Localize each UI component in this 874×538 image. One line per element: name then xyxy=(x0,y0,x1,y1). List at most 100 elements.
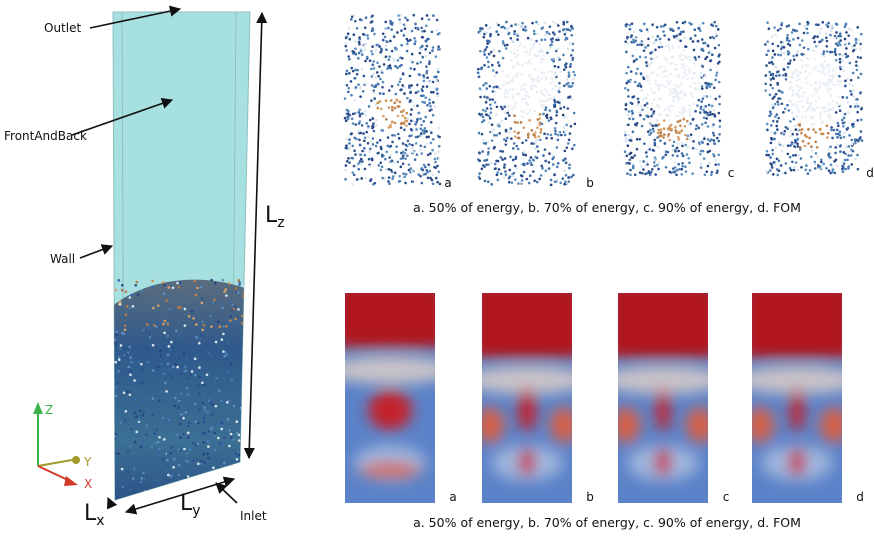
particle xyxy=(708,85,711,88)
particle xyxy=(172,473,175,476)
particle xyxy=(206,411,209,414)
particle xyxy=(346,160,349,163)
particle xyxy=(111,297,114,300)
particle xyxy=(393,35,396,38)
particle xyxy=(829,145,832,148)
particle xyxy=(197,462,200,465)
particle xyxy=(437,150,440,153)
particle xyxy=(657,162,660,165)
particle xyxy=(215,341,218,344)
particle xyxy=(527,132,530,135)
particle xyxy=(634,81,637,84)
particle xyxy=(483,50,486,53)
particle xyxy=(199,376,202,379)
particle xyxy=(834,172,837,175)
particle xyxy=(551,137,554,140)
particle xyxy=(402,154,405,157)
particle xyxy=(643,23,646,26)
particle xyxy=(643,118,646,121)
particle xyxy=(348,58,351,61)
particle xyxy=(246,425,249,428)
particle xyxy=(701,123,704,126)
particle xyxy=(162,483,165,486)
particle xyxy=(539,139,542,142)
particle xyxy=(373,67,376,70)
lz-label: Lz xyxy=(265,203,285,231)
particle xyxy=(828,67,831,70)
particle xyxy=(637,98,640,101)
particle xyxy=(677,150,680,153)
particle xyxy=(642,160,645,163)
particle xyxy=(832,69,835,72)
particle xyxy=(851,143,854,146)
particle xyxy=(662,136,665,139)
particle xyxy=(764,89,767,92)
particle xyxy=(694,34,697,37)
particle xyxy=(484,180,487,183)
particle xyxy=(767,49,770,52)
particle xyxy=(243,429,246,432)
particle xyxy=(228,370,231,373)
particle xyxy=(217,320,220,323)
particle xyxy=(385,168,388,171)
particle xyxy=(402,151,405,154)
particle xyxy=(167,362,170,365)
particle xyxy=(520,110,523,113)
particle xyxy=(412,120,415,123)
particle xyxy=(362,33,365,36)
particle xyxy=(189,448,192,451)
particle xyxy=(499,87,502,90)
particle xyxy=(376,71,379,74)
particle xyxy=(414,23,417,26)
particle xyxy=(423,132,426,135)
particle xyxy=(139,382,142,385)
particle xyxy=(663,34,666,37)
particle xyxy=(564,180,567,183)
particle xyxy=(136,406,139,409)
particle xyxy=(399,89,402,92)
particle xyxy=(379,51,382,54)
panel-label: c xyxy=(728,166,735,180)
particle xyxy=(698,27,701,30)
particle xyxy=(374,182,377,185)
particle xyxy=(432,14,435,17)
particle xyxy=(793,29,796,32)
particle xyxy=(546,31,549,34)
particle xyxy=(117,453,120,456)
particle xyxy=(626,82,629,85)
particle xyxy=(802,95,805,98)
particle xyxy=(192,442,195,445)
particle xyxy=(116,382,119,385)
particle xyxy=(498,168,501,171)
particle xyxy=(486,140,489,143)
particle xyxy=(647,44,650,47)
particle xyxy=(403,34,406,37)
particle xyxy=(822,82,825,85)
field-blob xyxy=(686,407,714,443)
particle xyxy=(193,468,196,471)
particle xyxy=(568,74,571,77)
particle xyxy=(482,109,485,112)
particle xyxy=(365,16,368,19)
particle xyxy=(344,169,347,172)
particle xyxy=(837,122,840,125)
particle xyxy=(675,64,678,67)
particle xyxy=(204,410,207,413)
particle xyxy=(487,61,490,64)
particle xyxy=(119,371,122,374)
particle xyxy=(516,38,519,41)
particle xyxy=(556,111,559,114)
particle xyxy=(355,138,358,141)
particle xyxy=(118,356,121,359)
particle xyxy=(528,182,531,185)
particle xyxy=(624,140,627,143)
particle xyxy=(427,163,430,166)
particle xyxy=(627,66,630,69)
particle xyxy=(783,46,786,49)
particle xyxy=(186,452,189,455)
particle xyxy=(555,122,558,125)
particle xyxy=(646,64,649,67)
particle xyxy=(367,125,370,128)
particle xyxy=(224,288,227,291)
particle xyxy=(637,85,640,88)
